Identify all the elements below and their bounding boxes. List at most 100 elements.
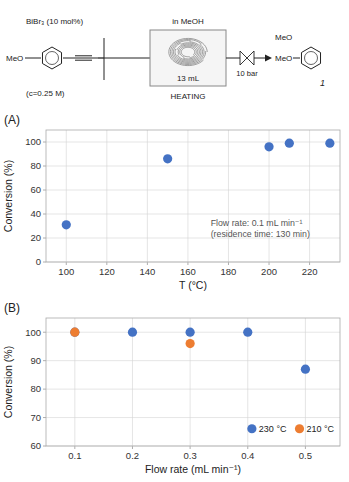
x-tick-label: 220 bbox=[302, 266, 318, 277]
y-tick-label: 40 bbox=[30, 208, 41, 219]
tick-mark bbox=[43, 166, 46, 167]
y-tick-label: 60 bbox=[30, 440, 41, 451]
grid-line bbox=[46, 389, 340, 390]
point bbox=[128, 328, 137, 337]
coil bbox=[181, 47, 194, 57]
scheme-line bbox=[98, 57, 104, 58]
point bbox=[264, 142, 273, 151]
x-tick-label: 200 bbox=[261, 266, 277, 277]
tick-mark bbox=[43, 360, 46, 361]
x-axis-label: T (°C) bbox=[179, 279, 207, 291]
grid-line bbox=[46, 417, 340, 418]
grid-line bbox=[187, 130, 188, 262]
point bbox=[186, 328, 195, 337]
tick-mark bbox=[305, 446, 306, 449]
point bbox=[285, 139, 294, 148]
x-tick-label: 120 bbox=[99, 266, 115, 277]
scheme: BiBr₃ (10 mol%)MeO(c=0.25 M)in MeOH13 mL… bbox=[6, 17, 325, 101]
marks bbox=[70, 328, 310, 374]
point bbox=[325, 139, 334, 148]
tick-mark bbox=[147, 262, 148, 265]
legend: 230 °C 210 °C bbox=[247, 424, 334, 434]
y-tick-label: 80 bbox=[30, 383, 41, 394]
x-tick-label: 0.2 bbox=[126, 450, 139, 461]
tick-mark bbox=[190, 446, 191, 449]
compound-label: 1 bbox=[320, 78, 325, 88]
grid-line bbox=[228, 130, 229, 262]
legend-entry: 230 °C bbox=[259, 424, 287, 434]
x-tick-label: 0.1 bbox=[68, 450, 81, 461]
tick-mark bbox=[43, 262, 46, 263]
x-tick-label: 160 bbox=[180, 266, 196, 277]
point bbox=[70, 328, 79, 337]
tick-mark bbox=[106, 262, 107, 265]
panel-label: (B) bbox=[4, 301, 20, 315]
y-tick-label: 90 bbox=[30, 355, 41, 366]
tick-mark bbox=[187, 262, 188, 265]
tick-mark bbox=[269, 262, 270, 265]
point bbox=[301, 365, 310, 374]
legend-swatch bbox=[247, 424, 256, 433]
tick-mark bbox=[66, 262, 67, 265]
grid-line bbox=[46, 142, 340, 143]
y-axis-label: Conversion (%) bbox=[2, 346, 14, 418]
figure: BiBr₃ (10 mol%)MeO(c=0.25 M)in MeOH13 mL… bbox=[0, 0, 349, 482]
solvent-label: in MeOH bbox=[172, 17, 204, 26]
tick-mark bbox=[132, 446, 133, 449]
reactor-box bbox=[150, 30, 226, 86]
x-tick-label: 140 bbox=[139, 266, 155, 277]
grid-line bbox=[66, 130, 67, 262]
coil bbox=[169, 38, 207, 65]
tick-mark bbox=[247, 446, 248, 449]
coil bbox=[180, 46, 197, 58]
valve bbox=[240, 51, 254, 65]
tick-mark bbox=[43, 446, 46, 447]
tick-mark bbox=[43, 238, 46, 239]
legend-swatch bbox=[295, 424, 304, 433]
scheme-line bbox=[226, 58, 240, 59]
grid-line bbox=[190, 318, 191, 446]
scheme-line bbox=[75, 55, 92, 56]
y-tick-label: 100 bbox=[25, 136, 41, 147]
scheme-line bbox=[254, 58, 266, 59]
x-tick-label: 0.4 bbox=[241, 450, 254, 461]
scheme-line bbox=[25, 58, 41, 59]
tick-mark bbox=[43, 214, 46, 215]
y-tick-label: 20 bbox=[30, 232, 41, 243]
y-axis-label: Conversion (%) bbox=[2, 160, 14, 232]
panel-label: (A) bbox=[4, 113, 20, 127]
point bbox=[243, 328, 252, 337]
point bbox=[186, 339, 195, 348]
scheme-line bbox=[75, 60, 92, 61]
scheme-line bbox=[92, 58, 98, 59]
grid-line bbox=[106, 130, 107, 262]
benzene-ring bbox=[301, 47, 320, 69]
tick-mark bbox=[74, 446, 75, 449]
arrow-head bbox=[265, 55, 272, 62]
plot-frame bbox=[46, 318, 340, 446]
y-tick-label: 80 bbox=[30, 160, 41, 171]
scheme-line bbox=[104, 58, 150, 59]
annotation: (residence time: 130 min) bbox=[211, 229, 310, 239]
scheme-line bbox=[293, 58, 300, 59]
coil bbox=[175, 43, 201, 61]
aromatic-circle bbox=[305, 52, 318, 65]
reagent-label: BiBr₃ (10 mol%) bbox=[26, 17, 83, 26]
tick-mark bbox=[43, 332, 46, 333]
group-label: MeO bbox=[6, 54, 23, 63]
y-tick-label: 100 bbox=[25, 327, 41, 338]
annotation: Flow rate: 0.1 mL min⁻¹ bbox=[211, 218, 303, 228]
y-tick-label: 70 bbox=[30, 412, 41, 423]
legend-entry: 210 °C bbox=[306, 424, 334, 434]
grid-line bbox=[74, 318, 75, 446]
x-tick-label: 0.5 bbox=[299, 450, 312, 461]
y-tick-label: 0 bbox=[36, 256, 41, 267]
y-tick-label: 60 bbox=[30, 184, 41, 195]
pressure-label: 10 bar bbox=[236, 69, 258, 78]
aromatic-circle bbox=[46, 52, 59, 65]
tick-mark bbox=[43, 389, 46, 390]
group-label: MeO bbox=[275, 54, 292, 63]
concentration-label: (c=0.25 M) bbox=[26, 89, 65, 98]
x-axis-label: Flow rate (mL min⁻¹) bbox=[145, 463, 241, 475]
x-tick-label: 100 bbox=[58, 266, 74, 277]
